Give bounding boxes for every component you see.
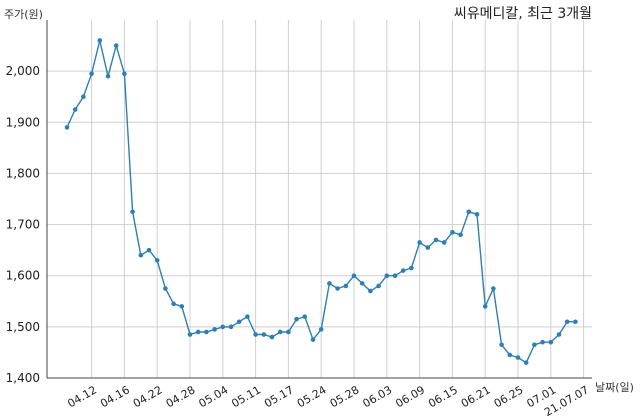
y-tick-label: 1,600 [6, 269, 40, 283]
data-point [81, 94, 86, 100]
data-point [228, 324, 234, 330]
data-point [253, 332, 258, 337]
data-point [236, 319, 242, 325]
data-point [409, 265, 414, 271]
data-point [417, 240, 422, 245]
data-point [433, 237, 439, 243]
x-tick-label: 06.09 [393, 383, 427, 410]
data-point [482, 304, 488, 309]
axes [46, 20, 592, 379]
data-point [392, 273, 398, 279]
data-point [368, 288, 373, 294]
data-point [335, 286, 340, 291]
data-point [261, 332, 267, 337]
data-point [499, 342, 504, 348]
data-point [515, 355, 521, 360]
data-point [523, 360, 529, 365]
data-point [564, 319, 570, 325]
data-point [113, 43, 119, 48]
x-tick-label: 05.11 [229, 383, 263, 410]
data-point [212, 327, 217, 332]
data-point [64, 125, 70, 130]
grid [47, 20, 592, 379]
data-point [327, 281, 332, 286]
data-point [294, 316, 299, 322]
data-point [384, 273, 390, 279]
data-point [269, 334, 275, 340]
data-point [466, 209, 472, 215]
data-point [400, 268, 406, 273]
y-tick-label: 2,000 [6, 64, 40, 78]
x-tick-label: 06.15 [426, 383, 460, 410]
data-point [474, 212, 480, 217]
y-tick-label: 1,900 [6, 115, 40, 129]
data-point [491, 286, 496, 291]
y-axis-label: 주가(원) [4, 8, 43, 21]
y-ticks: 1,400 1,500 1,600 1,700 1,800 1,900 2,000 [6, 64, 40, 385]
data-point [376, 283, 381, 289]
data-point [573, 319, 578, 325]
x-tick-label: 04.16 [98, 383, 132, 410]
data-point [540, 339, 545, 345]
data-point [286, 329, 291, 335]
x-tick-label: 04.28 [164, 383, 198, 410]
y-tick-label: 1,400 [6, 371, 40, 385]
data-point [458, 232, 463, 238]
price-series [64, 38, 578, 365]
data-point [310, 337, 316, 342]
data-point [146, 247, 152, 253]
data-point [89, 71, 94, 76]
data-point [171, 301, 176, 307]
x-tick-label: 06.25 [492, 383, 526, 410]
x-tick-label: 05.04 [197, 383, 231, 410]
data-point [359, 281, 365, 286]
data-point [548, 339, 554, 345]
data-point [441, 240, 447, 245]
y-tick-label: 1,800 [6, 166, 40, 180]
chart-title: 씨유메디칼, 최근 3개월 [453, 6, 592, 22]
x-tick-label: 06.03 [361, 383, 395, 410]
data-point [302, 314, 308, 319]
data-point [163, 286, 168, 291]
data-point [138, 252, 144, 258]
data-point [425, 245, 431, 250]
data-point [343, 283, 349, 289]
data-point [507, 352, 513, 358]
data-point [154, 258, 160, 263]
data-point [450, 229, 455, 235]
data-point [220, 324, 226, 330]
data-point [245, 314, 250, 319]
data-point [122, 71, 127, 76]
x-tick-label: 04.22 [131, 383, 165, 410]
data-point [187, 332, 193, 337]
data-point [318, 327, 324, 332]
x-tick-label: 05.24 [295, 383, 329, 410]
data-point [556, 332, 562, 337]
x-tick-label: 05.28 [328, 383, 362, 410]
data-point [105, 73, 111, 79]
x-tick-label: 06.21 [459, 383, 493, 410]
data-point [532, 342, 537, 348]
data-point [204, 329, 209, 335]
data-point [97, 38, 103, 43]
data-point [195, 329, 201, 335]
x-tick-label: 05.17 [262, 383, 296, 410]
data-point [351, 273, 357, 279]
x-axis-label: 날짜(일) [595, 381, 634, 394]
data-point [72, 107, 78, 112]
data-point [179, 304, 185, 309]
x-ticks: 04.12 04.16 04.22 04.28 05.04 05.11 05.17 05.24… [65, 383, 591, 419]
data-point [277, 329, 283, 335]
y-tick-label: 1,500 [6, 320, 40, 334]
x-tick-label: 04.12 [65, 383, 99, 410]
data-point [130, 209, 135, 215]
y-tick-label: 1,700 [6, 218, 40, 232]
